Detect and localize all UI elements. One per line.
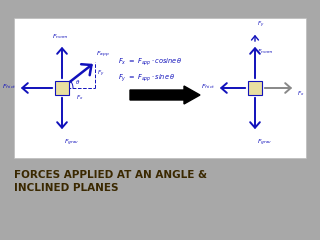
Text: INCLINED PLANES: INCLINED PLANES: [14, 183, 118, 193]
Text: $F_y$: $F_y$: [257, 20, 265, 30]
Bar: [248, 81, 262, 95]
Text: $F_y$: $F_y$: [97, 69, 105, 79]
Text: $F_{grav}$: $F_{grav}$: [64, 138, 79, 148]
Text: $F_x$: $F_x$: [297, 89, 305, 98]
Text: $F_x$: $F_x$: [76, 93, 84, 102]
Text: $F_{frict}$: $F_{frict}$: [201, 83, 215, 91]
Text: $F_y\ =\ F_{app} \cdot sine\,\theta$: $F_y\ =\ F_{app} \cdot sine\,\theta$: [118, 72, 175, 84]
Text: $F_{grav}$: $F_{grav}$: [257, 138, 273, 148]
Text: FORCES APPLIED AT AN ANGLE &: FORCES APPLIED AT AN ANGLE &: [14, 170, 207, 180]
Text: $\theta$: $\theta$: [75, 78, 80, 86]
FancyArrow shape: [130, 86, 200, 104]
Bar: [55, 81, 69, 95]
Text: $F_{norm}$: $F_{norm}$: [52, 32, 68, 41]
Text: $F_{app}$: $F_{app}$: [96, 50, 110, 60]
Text: $F_{frict}$: $F_{frict}$: [2, 83, 16, 91]
Text: $F_{norm}$: $F_{norm}$: [257, 48, 274, 56]
Text: $F_x\ =\ F_{app} \cdot cosine\,\theta$: $F_x\ =\ F_{app} \cdot cosine\,\theta$: [118, 56, 183, 68]
Bar: [14, 18, 306, 158]
